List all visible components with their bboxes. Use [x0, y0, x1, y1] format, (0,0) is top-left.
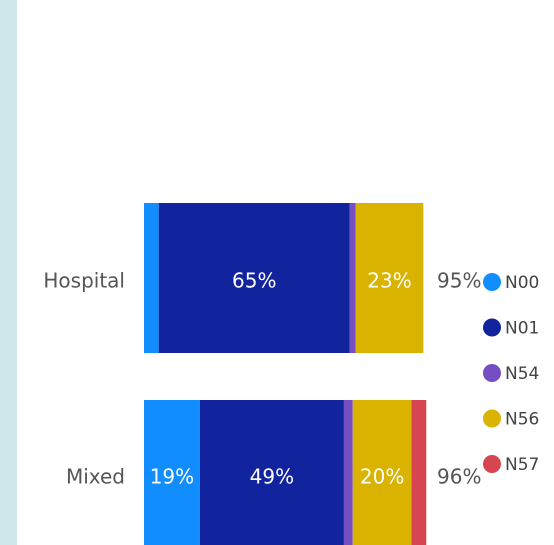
value-label: 19%: [150, 465, 194, 489]
legend-label: N01: [505, 319, 539, 339]
legend-marker: [483, 364, 501, 382]
legend-marker: [483, 318, 501, 337]
bar-segment: [158, 203, 350, 353]
category-label: Mixed: [66, 465, 125, 489]
legend-label: N56: [505, 410, 539, 430]
bar-segment: [144, 400, 200, 545]
bar-segment: [343, 400, 353, 545]
legend-label: N54: [505, 364, 539, 384]
value-label: 65%: [232, 269, 276, 293]
value-label: 49%: [250, 465, 294, 489]
bar-segment: [411, 400, 427, 545]
bar-segment: [349, 203, 356, 353]
legend-label: N00: [505, 273, 539, 293]
legend-marker: [483, 409, 501, 428]
category-label: Hospital: [43, 269, 125, 293]
value-label: 23%: [367, 269, 411, 293]
legend-label: N57: [505, 455, 539, 475]
legend-marker: [483, 455, 501, 473]
side-strip: [0, 0, 17, 545]
bar-segment: [144, 203, 159, 353]
legend-marker: [483, 273, 501, 291]
total-label: 96%: [437, 465, 481, 489]
bar-segment: [352, 400, 412, 545]
bar-segment: [355, 203, 424, 353]
bar-segment: [199, 400, 344, 545]
value-label: 20%: [360, 465, 404, 489]
total-label: 95%: [437, 269, 481, 293]
